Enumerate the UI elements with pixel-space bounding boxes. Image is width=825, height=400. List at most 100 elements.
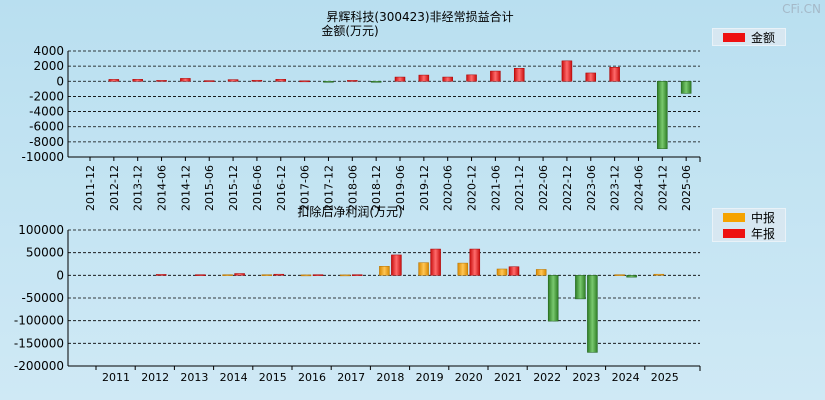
bar-annual — [626, 275, 637, 278]
y-tick-label: -50000 — [21, 291, 64, 305]
bar-interim — [496, 268, 508, 276]
bar-annual — [391, 254, 402, 276]
bar-interim — [575, 275, 586, 300]
x-tick-label: 2013 — [180, 371, 208, 384]
x-tick-label: 2018-06 — [346, 165, 359, 211]
y-tick-label: -100000 — [14, 314, 64, 328]
chart-2-legend: 中报 年报 — [712, 208, 786, 242]
x-tick-label: 2021 — [494, 371, 522, 384]
x-tick-label: 2016-12 — [275, 165, 288, 211]
bar-annual — [312, 274, 324, 276]
bar-interim — [300, 274, 312, 277]
y-tick-label: 2000 — [33, 59, 64, 73]
legend-label-interim: 中报 — [751, 210, 776, 225]
bar-interim — [261, 274, 273, 276]
x-tick-label: 2025-06 — [680, 165, 693, 211]
x-tick-label: 2012-12 — [108, 165, 121, 211]
watermark: CFi.CN — [782, 2, 821, 16]
bar-annual — [430, 248, 441, 276]
chart-2-title: 扣除后净利润(万元) — [297, 204, 402, 219]
y-tick-label: 100000 — [18, 223, 64, 237]
bar-amount — [251, 79, 263, 82]
y-tick-label: 50000 — [26, 246, 64, 260]
x-tick-label: 2015 — [259, 371, 287, 384]
x-tick-label: 2017-12 — [322, 165, 335, 211]
x-tick-label: 2015-12 — [227, 165, 240, 211]
bar-amount — [323, 81, 334, 83]
x-tick-label: 2011-12 — [84, 165, 97, 211]
chart-2-net-profit: 扣除后净利润(万元) 100000 50000 0 -50000 -100000 -150… — [14, 204, 701, 384]
bar-amount — [585, 72, 597, 82]
bar-amount — [180, 78, 191, 82]
y-tick-label: -2000 — [29, 89, 64, 103]
chart-1-subtitle: 金额(万元) — [321, 23, 378, 38]
legend-item-interim: 中报 — [713, 209, 785, 225]
bar-interim — [222, 274, 233, 276]
x-tick-label: 2019-12 — [418, 165, 431, 211]
x-tick-label: 2014-06 — [156, 165, 169, 211]
x-tick-label: 2018-12 — [370, 165, 383, 211]
bar-amount — [490, 70, 501, 82]
bar-amount — [394, 76, 406, 82]
bar-amount — [418, 74, 430, 82]
bar-amount — [203, 80, 215, 82]
x-tick-label: 2024 — [612, 371, 640, 384]
bar-amount — [466, 74, 477, 82]
legend-label-amount: 金额 — [751, 30, 776, 45]
legend-swatch-amount — [723, 32, 745, 42]
legend-item-amount: 金额 — [713, 29, 785, 45]
y-tick-label: 0 — [56, 268, 64, 282]
legend-item-annual: 年报 — [713, 225, 785, 241]
x-tick-label: 2012 — [141, 371, 169, 384]
bar-annual — [587, 275, 598, 353]
bar-amount — [132, 79, 143, 82]
bar-amount — [609, 67, 620, 82]
x-tick-label: 2015-06 — [203, 165, 216, 211]
bar-annual — [469, 248, 481, 276]
x-tick-label: 2022-12 — [561, 165, 574, 211]
legend-label-annual: 年报 — [751, 226, 776, 241]
x-tick-label: 2019 — [416, 371, 444, 384]
y-tick-label: -10000 — [21, 150, 64, 164]
bar-interim — [379, 266, 390, 276]
x-tick-label: 2021-12 — [513, 165, 526, 211]
bar-amount — [347, 80, 358, 82]
bar-annual — [351, 274, 363, 276]
chart-2-y-ticks: 100000 50000 0 -50000 -100000 -150000 -200000 — [14, 223, 64, 373]
x-tick-label: 2024-12 — [656, 165, 669, 211]
y-tick-label: -150000 — [14, 336, 64, 350]
x-tick-label: 2020-12 — [466, 165, 479, 211]
y-tick-label: 4000 — [33, 44, 64, 58]
x-tick-label: 2022-06 — [537, 165, 550, 211]
bar-annual — [195, 274, 206, 276]
chart-1-x-ticks: 2011-12 2012-12 2013-12 2014-06 2014-12 2015-… — [84, 157, 693, 211]
x-tick-label: 2023-12 — [609, 165, 622, 211]
bar-amount — [227, 79, 239, 82]
bar-annual — [234, 273, 245, 276]
chart-1-title: 昇辉科技(300423)非经常损益合计 — [326, 9, 513, 24]
x-tick-label: 2024-06 — [632, 165, 645, 211]
chart-1-non-recurring: 昇辉科技(300423)非经常损益合计 金额(万元) 400020000-200… — [21, 9, 701, 211]
bar-interim — [614, 274, 625, 276]
bar-annual — [547, 275, 559, 322]
x-tick-label: 2017-06 — [299, 165, 312, 211]
x-tick-label: 2021-06 — [489, 165, 502, 211]
chart-2-x-ticks: 2011 2012 2013 2014 2015 2016 2017 2018 2019 2020… — [95, 366, 679, 384]
x-tick-label: 2019-06 — [394, 165, 407, 211]
y-tick-label: 0 — [56, 74, 64, 88]
bar-amount — [657, 81, 668, 149]
x-tick-label: 2023 — [572, 371, 600, 384]
x-tick-label: 2018 — [376, 371, 404, 384]
x-tick-label: 2017 — [337, 371, 365, 384]
bar-amount — [108, 79, 120, 82]
bar-interim — [457, 262, 469, 276]
bar-annual — [273, 273, 285, 276]
bar-amount — [680, 81, 692, 94]
bar-amount — [275, 79, 287, 82]
bar-interim — [418, 262, 429, 276]
bar-amount — [561, 60, 573, 82]
x-tick-label: 2016 — [298, 371, 326, 384]
x-tick-label: 2025 — [651, 371, 679, 384]
